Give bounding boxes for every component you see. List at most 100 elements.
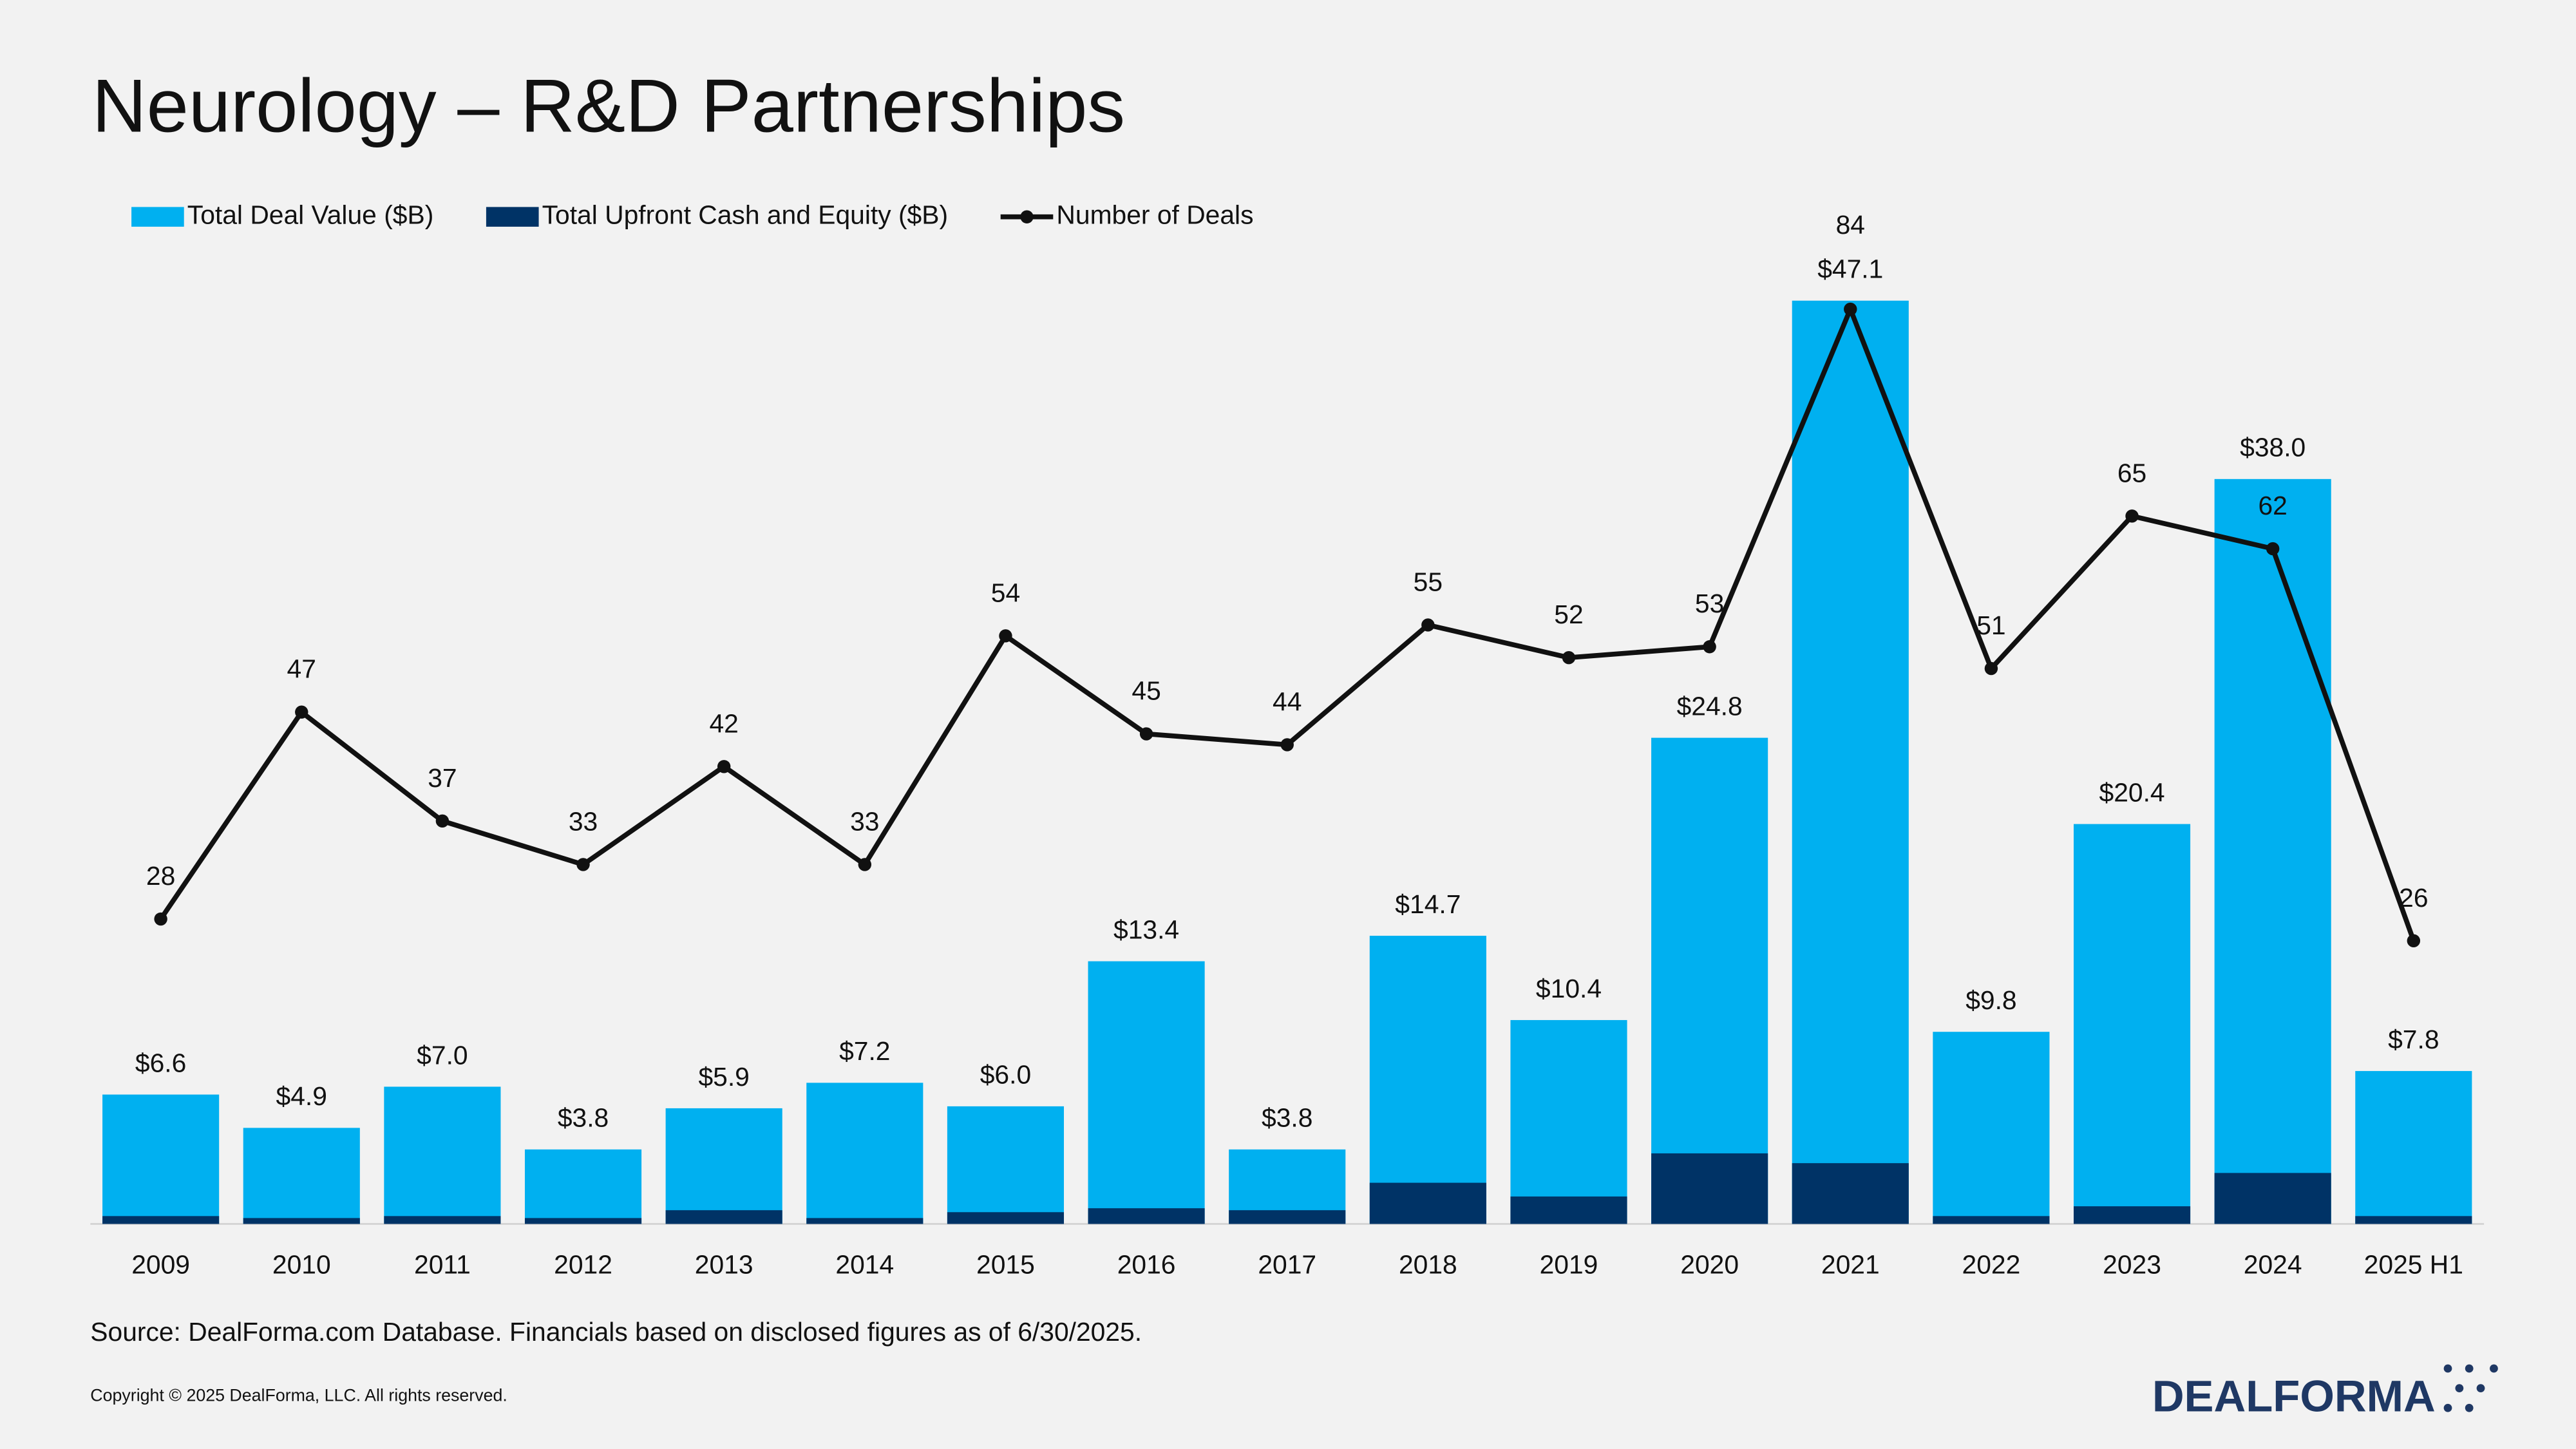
x-tick-label: 2019 — [1540, 1250, 1598, 1280]
line-marker — [858, 858, 872, 871]
data-label: 42 — [709, 708, 738, 738]
bar — [1792, 300, 1909, 1224]
x-tick-label: 2025 H1 — [2364, 1250, 2463, 1280]
data-label: $7.8 — [2388, 1025, 2439, 1054]
bar — [1369, 1182, 1486, 1224]
data-label: $6.6 — [135, 1048, 186, 1077]
data-label: 33 — [569, 806, 598, 836]
data-label: 37 — [428, 763, 457, 793]
bar — [1510, 1019, 1627, 1224]
bar — [1933, 1032, 2050, 1224]
line-marker — [2125, 509, 2139, 523]
line-marker — [154, 912, 167, 926]
line-marker — [295, 705, 308, 719]
data-label: 54 — [991, 578, 1020, 607]
line-marker — [2266, 542, 2280, 556]
bar — [1933, 1216, 2050, 1224]
x-tick-label: 2022 — [1962, 1250, 2021, 1280]
x-tick-label: 2011 — [414, 1250, 471, 1280]
x-tick-label: 2024 — [2244, 1250, 2302, 1280]
line-marker — [1562, 650, 1576, 665]
bar — [384, 1216, 501, 1224]
data-label: $7.2 — [839, 1036, 890, 1066]
bar — [806, 1218, 923, 1224]
bar — [2214, 478, 2331, 1224]
data-label: 84 — [1836, 210, 1865, 240]
data-label: $38.0 — [2240, 433, 2306, 462]
legend-swatch — [486, 207, 539, 227]
logo: DEALFORMA — [2152, 1372, 2436, 1421]
data-label: $13.4 — [1113, 914, 1179, 944]
data-label: 47 — [287, 654, 316, 684]
bar — [2214, 1173, 2331, 1224]
line-marker — [435, 814, 450, 828]
bar — [384, 1086, 501, 1224]
line-marker — [2407, 934, 2421, 948]
bar — [102, 1216, 220, 1224]
line-marker — [717, 760, 731, 773]
data-label: 28 — [146, 861, 175, 891]
data-label: $4.9 — [276, 1081, 327, 1111]
data-label: 44 — [1273, 687, 1302, 716]
x-tick-label: 2012 — [554, 1250, 612, 1280]
data-label: $24.8 — [1677, 691, 1743, 721]
bar — [1229, 1210, 1346, 1224]
bar — [1792, 1163, 1909, 1224]
bar — [1088, 1208, 1205, 1224]
line-marker — [1280, 738, 1294, 752]
source-note: Source: DealForma.com Database. Financia… — [90, 1317, 1142, 1347]
legend-label: Total Upfront Cash and Equity ($B) — [542, 200, 948, 230]
data-label: 65 — [2117, 458, 2146, 488]
data-label: $9.8 — [1965, 985, 2016, 1015]
data-label: 55 — [1414, 567, 1443, 596]
line-marker — [1984, 661, 1998, 676]
bar — [524, 1218, 642, 1224]
chart-title: Neurology – R&D Partnerships — [92, 63, 1125, 147]
bar — [947, 1106, 1065, 1224]
x-tick-label: 2014 — [835, 1250, 894, 1280]
logo-dots — [2443, 1364, 2498, 1412]
line-marker — [576, 858, 590, 871]
bar — [806, 1083, 923, 1224]
data-label: $10.4 — [1536, 974, 1602, 1003]
data-label: $14.7 — [1395, 889, 1461, 919]
x-tick-label: 2017 — [1258, 1250, 1316, 1280]
line-marker — [1139, 727, 1153, 741]
data-label: 53 — [1695, 589, 1724, 618]
legend-swatch — [131, 207, 184, 227]
x-tick-label: 2010 — [272, 1250, 331, 1280]
x-tick-label: 2015 — [976, 1250, 1035, 1280]
bar — [243, 1128, 360, 1224]
bar — [1369, 936, 1486, 1224]
data-label: $6.0 — [980, 1060, 1031, 1090]
bar — [1088, 961, 1205, 1224]
legend-marker — [1020, 210, 1034, 223]
copyright: Copyright © 2025 DealForma, LLC. All rig… — [90, 1385, 507, 1405]
bar — [102, 1094, 220, 1224]
line-marker — [999, 629, 1012, 643]
data-label: $47.1 — [1817, 254, 1883, 284]
x-tick-label: 2013 — [695, 1250, 753, 1280]
bar — [2073, 824, 2191, 1224]
data-label: $3.8 — [558, 1103, 609, 1133]
data-label: 26 — [2399, 883, 2428, 913]
bar — [1651, 737, 1768, 1224]
data-label: $3.8 — [1262, 1103, 1312, 1133]
x-tick-label: 2018 — [1399, 1250, 1457, 1280]
bar — [1651, 1153, 1768, 1224]
data-label: $5.9 — [698, 1062, 749, 1092]
bar — [524, 1149, 642, 1224]
bar — [665, 1108, 782, 1224]
bar — [2355, 1216, 2472, 1224]
data-label: $7.0 — [417, 1040, 468, 1070]
bar — [947, 1212, 1065, 1224]
bar — [665, 1210, 782, 1224]
legend-label: Number of Deals — [1056, 200, 1253, 230]
data-label: 45 — [1132, 676, 1160, 706]
line-marker — [1703, 640, 1716, 654]
line-marker — [1421, 618, 1435, 632]
data-label: 51 — [1976, 611, 2005, 640]
data-label: 33 — [850, 806, 879, 836]
bar — [243, 1218, 360, 1224]
x-tick-label: 2009 — [131, 1250, 190, 1280]
